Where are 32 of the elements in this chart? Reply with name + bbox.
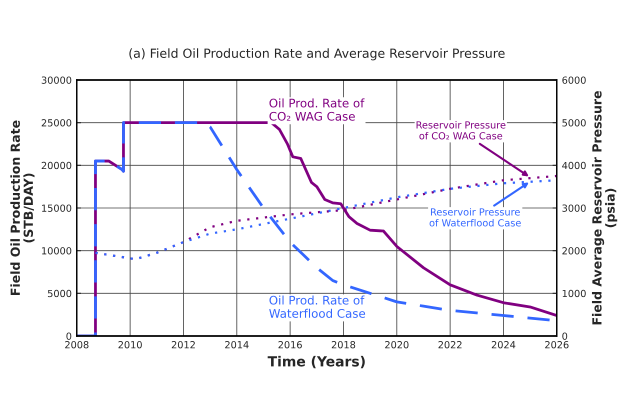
annotation: Reservoir Pressure of CO₂ WAG Case xyxy=(416,121,506,140)
x-tick-label: 2012 xyxy=(172,341,195,348)
y2-tick-label: 2000 xyxy=(562,247,586,254)
y-tick-label: 0 xyxy=(66,332,72,340)
x-tick-label: 2026 xyxy=(545,341,569,348)
y2-tick-label: 4000 xyxy=(562,162,586,170)
x-tick-label: 2016 xyxy=(278,341,302,348)
y2-tick-label: 5000 xyxy=(562,119,586,126)
chart-title: (a) Field Oil Production Rate and Average Reservoir Pressure xyxy=(129,48,505,60)
x-tick-label: 2020 xyxy=(385,341,409,348)
y-tick-label: 10000 xyxy=(42,247,72,254)
x-tick-label: 2014 xyxy=(225,341,249,348)
y-tick-label: 15000 xyxy=(42,204,72,212)
x-tick-label: 2008 xyxy=(65,341,89,348)
y2-tick-label: 6000 xyxy=(562,76,586,84)
y2-axis-title: Field Average Reservoir Pressure (psia) xyxy=(592,91,618,324)
x-axis-title: Time (Years) xyxy=(268,356,365,368)
x-tick-label: 2018 xyxy=(332,341,356,348)
x-tick-label: 2010 xyxy=(118,341,142,348)
y-axis-title: Field Oil Production Rate (STB/DAY) xyxy=(10,120,35,295)
x-tick-label: 2024 xyxy=(492,341,516,348)
x-tick-label: 2022 xyxy=(438,341,462,348)
y2-tick-label: 3000 xyxy=(562,204,586,212)
y2-tick-label: 1000 xyxy=(562,290,586,298)
annotation: Reservoir Pressure of Waterflood Case xyxy=(430,208,521,227)
y-tick-label: 30000 xyxy=(42,76,72,84)
y-tick-label: 5000 xyxy=(48,290,72,298)
y-tick-label: 20000 xyxy=(42,162,72,170)
annotation: Oil Prod. Rate of CO₂ WAG Case xyxy=(269,98,365,121)
annotation: Oil Prod. Rate of Waterflood Case xyxy=(269,296,366,318)
y2-tick-label: 0 xyxy=(562,332,568,340)
y-tick-label: 25000 xyxy=(42,119,72,126)
